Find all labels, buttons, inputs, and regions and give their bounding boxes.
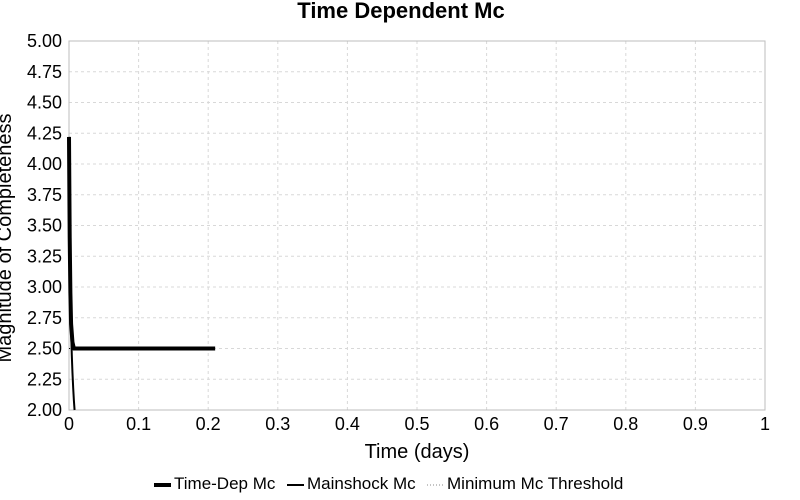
x-tick-label: 0.5	[404, 414, 429, 434]
y-tick-label: 4.50	[27, 93, 62, 113]
y-axis-ticks: 2.00 2.25 2.50 2.75 3.00 3.25 3.50 3.75 4.00 4.25…	[27, 31, 62, 420]
series-time-dep-mc-line	[67, 136, 216, 351]
legend: Time-Dep Mc Mainshock Mc Minimum Mc Thresh…	[154, 474, 623, 493]
y-tick-label: 2.00	[27, 400, 62, 420]
x-tick-label: 0.9	[683, 414, 708, 434]
legend-label: Time-Dep Mc	[174, 474, 276, 493]
x-tick-label: 0.1	[126, 414, 151, 434]
y-tick-label: 2.50	[27, 339, 62, 359]
x-axis-ticks: 0 0.1 0.2 0.3 0.4 0.5 0.6 0.7 0.8 0.9 1	[64, 414, 770, 434]
x-tick-label: 0	[64, 414, 74, 434]
y-axis-label: Magnitude of Completeness	[0, 113, 16, 362]
y-tick-label: 4.75	[27, 62, 62, 82]
x-tick-label: 0.7	[544, 414, 569, 434]
y-tick-label: 4.25	[27, 123, 62, 143]
grid	[69, 41, 765, 410]
y-tick-label: 3.75	[27, 185, 62, 205]
y-tick-label: 2.75	[27, 308, 62, 328]
x-tick-label: 0.8	[613, 414, 638, 434]
y-tick-label: 2.25	[27, 369, 62, 389]
x-axis-label: Time (days)	[365, 441, 470, 463]
y-tick-label: 3.50	[27, 216, 62, 236]
x-tick-label: 0.3	[265, 414, 290, 434]
legend-label: Mainshock Mc	[307, 474, 416, 493]
chart-title: Time Dependent Mc	[297, 0, 504, 23]
x-tick-label: 0.6	[474, 414, 499, 434]
y-tick-label: 3.00	[27, 277, 62, 297]
x-tick-label: 1	[760, 414, 770, 434]
y-tick-label: 4.00	[27, 154, 62, 174]
y-tick-label: 5.00	[27, 31, 62, 51]
legend-label: Minimum Mc Threshold	[447, 474, 623, 493]
x-tick-label: 0.2	[196, 414, 221, 434]
x-tick-label: 0.4	[335, 414, 360, 434]
y-tick-label: 3.25	[27, 246, 62, 266]
series-layer	[67, 136, 216, 411]
